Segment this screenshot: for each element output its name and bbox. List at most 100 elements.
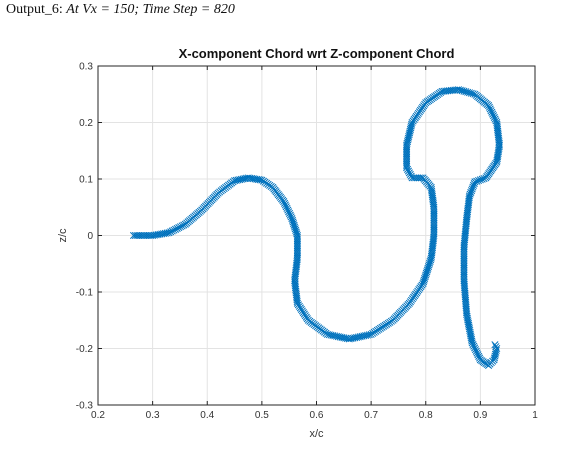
data-point-marker (131, 231, 139, 240)
data-point-marker (293, 247, 301, 255)
data-point-marker (491, 115, 499, 123)
x-tick-label: 0.2 (91, 410, 105, 421)
data-point-marker (430, 219, 438, 227)
data-point-marker (488, 108, 496, 116)
data-point-marker (280, 199, 289, 207)
data-point-marker (293, 244, 301, 252)
data-point-marker (430, 224, 438, 232)
caption-params: At Vx = 150; Time Step = 820 (66, 2, 235, 17)
data-point-marker (493, 344, 501, 353)
data-point-marker (293, 245, 301, 253)
data-point-marker (403, 146, 411, 154)
data-point-marker (492, 343, 500, 351)
data-point-marker (430, 208, 438, 217)
y-axis-label: z/c (57, 228, 69, 243)
data-point-marker (293, 249, 301, 257)
data-point-marker (403, 148, 411, 156)
data-point-marker (293, 235, 301, 243)
x-tick-label: 0.4 (200, 410, 214, 421)
data-point-marker (430, 216, 438, 224)
data-point-marker (486, 105, 494, 113)
data-point-marker (469, 340, 477, 349)
data-point-marker (281, 201, 289, 209)
data-point-marker (293, 242, 301, 250)
data-point-marker (468, 339, 476, 347)
data-series (129, 86, 504, 370)
x-tick-label: 0.7 (364, 410, 378, 421)
data-point-marker (403, 153, 411, 161)
x-tick-label: 0.6 (310, 410, 324, 421)
data-point-marker (280, 198, 288, 206)
y-tick-label: 0.2 (79, 118, 93, 129)
caption-prefix: Output_6: (6, 2, 67, 17)
x-tick-label: 0.8 (419, 410, 433, 421)
axis-ticks: 0.2 0.3 0.4 0.5 0.6 0.7 0.8 0.9 1 -0.3 -0.2 -0.1 0 0.… (76, 62, 538, 422)
data-point-marker (489, 112, 498, 120)
data-point-marker (487, 107, 495, 115)
x-axis-label: x/c (309, 428, 324, 440)
x-tick-label: 0.5 (255, 410, 269, 421)
data-point-marker (404, 167, 413, 175)
y-tick-label: 0.3 (79, 62, 93, 73)
x-tick-label: 1 (532, 410, 538, 421)
data-point-marker (285, 209, 294, 218)
data-point-marker (430, 230, 438, 238)
data-point-marker (283, 204, 291, 212)
data-point-marker (471, 344, 479, 352)
data-point-marker (135, 231, 143, 240)
data-point-marker (403, 160, 411, 168)
data-point-marker (282, 203, 290, 211)
data-point-marker (491, 341, 499, 349)
data-point-marker (403, 162, 411, 170)
data-point-marker (405, 169, 413, 177)
data-point-marker (145, 231, 153, 240)
data-point-marker (475, 352, 483, 360)
data-point-marker (403, 151, 411, 160)
data-point-marker (142, 231, 150, 240)
data-point-marker (136, 231, 145, 240)
data-point-marker (430, 231, 438, 240)
data-point-marker (406, 170, 414, 179)
data-point-marker (430, 223, 438, 231)
data-point-marker (286, 211, 294, 219)
data-point-marker (489, 110, 497, 118)
data-point-marker (407, 172, 415, 180)
data-point-marker (129, 231, 138, 240)
data-point-marker (403, 157, 411, 165)
data-point-marker (430, 214, 438, 222)
y-tick-label: -0.3 (76, 401, 94, 412)
data-point-marker (471, 346, 480, 354)
data-point-marker (485, 101, 493, 110)
data-point-marker (430, 217, 438, 225)
data-point-marker (293, 237, 301, 245)
data-point-marker (472, 347, 480, 355)
data-point-marker (293, 240, 301, 248)
data-point-marker (430, 228, 438, 236)
figure-caption: Output_6: At Vx = 150; Time Step = 820 (6, 2, 235, 18)
data-point-marker (293, 233, 301, 241)
x-tick-label: 0.9 (473, 410, 487, 421)
data-point-marker (470, 342, 478, 350)
y-tick-label: -0.1 (76, 288, 94, 299)
data-point-marker (408, 174, 416, 182)
data-point-marker (430, 226, 438, 234)
data-point-marker (138, 231, 146, 240)
data-point-marker (293, 231, 301, 240)
y-tick-label: -0.2 (76, 344, 94, 355)
data-point-marker (403, 155, 411, 163)
data-point-marker (291, 275, 299, 283)
y-tick-label: 0 (87, 231, 93, 242)
data-point-marker (293, 238, 301, 247)
data-point-marker (293, 251, 301, 259)
chart-title: X-component Chord wrt Z-component Chord (179, 46, 455, 61)
data-point-marker (473, 349, 481, 357)
y-tick-label: 0.1 (79, 175, 93, 186)
data-point-marker (285, 208, 293, 216)
data-point-marker (430, 210, 438, 218)
data-point-marker (403, 158, 411, 167)
data-point-marker (133, 231, 141, 240)
data-point-marker (284, 206, 292, 214)
data-point-marker (430, 221, 438, 229)
data-point-marker (490, 113, 498, 121)
